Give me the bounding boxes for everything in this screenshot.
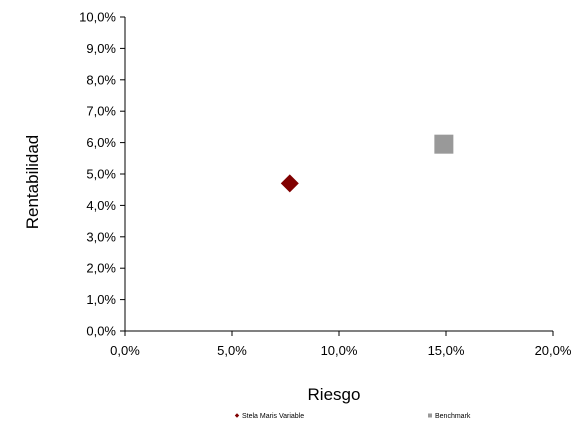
y-tick-label: 4,0% bbox=[86, 198, 116, 213]
y-ticks: 0,0% 1,0% 2,0% 3,0% 4,0% 5,0% 6,0% 7,0% 8,0% 9,0%… bbox=[79, 10, 125, 339]
y-tick-label: 2,0% bbox=[86, 261, 116, 276]
x-axis-title: Riesgo bbox=[308, 385, 361, 404]
x-tick-label: 0,0% bbox=[110, 343, 140, 358]
y-tick-label: 3,0% bbox=[86, 229, 116, 244]
x-ticks: 0,0% 5,0% 10,0% 15,0% 20,0% bbox=[110, 331, 572, 358]
x-tick-label: 20,0% bbox=[535, 343, 572, 358]
y-tick-label: 8,0% bbox=[86, 72, 116, 87]
y-tick-label: 0,0% bbox=[86, 324, 116, 339]
x-tick-label: 5,0% bbox=[217, 343, 247, 358]
legend-marker-stela-maris-variable bbox=[234, 413, 240, 418]
y-tick-label: 7,0% bbox=[86, 104, 116, 119]
x-tick-label: 15,0% bbox=[428, 343, 465, 358]
y-tick-label: 1,0% bbox=[86, 292, 116, 307]
legend-label: Stela Maris Variable bbox=[242, 413, 304, 420]
y-axis-title-group: Rentabilidad bbox=[23, 135, 42, 230]
legend-label: Benchmark bbox=[435, 413, 471, 420]
x-tick-label: 10,0% bbox=[321, 343, 358, 358]
y-tick-label: 6,0% bbox=[86, 135, 116, 150]
data-points bbox=[280, 134, 454, 193]
y-tick-label: 9,0% bbox=[86, 41, 116, 56]
y-axis-title: Rentabilidad bbox=[23, 135, 42, 230]
point-stela-maris-variable bbox=[280, 174, 299, 193]
point-benchmark bbox=[434, 134, 454, 154]
legend: Stela Maris Variable Benchmark bbox=[234, 413, 471, 420]
legend-marker-benchmark bbox=[428, 413, 432, 418]
y-tick-label: 10,0% bbox=[79, 10, 116, 25]
y-tick-label: 5,0% bbox=[86, 167, 116, 182]
